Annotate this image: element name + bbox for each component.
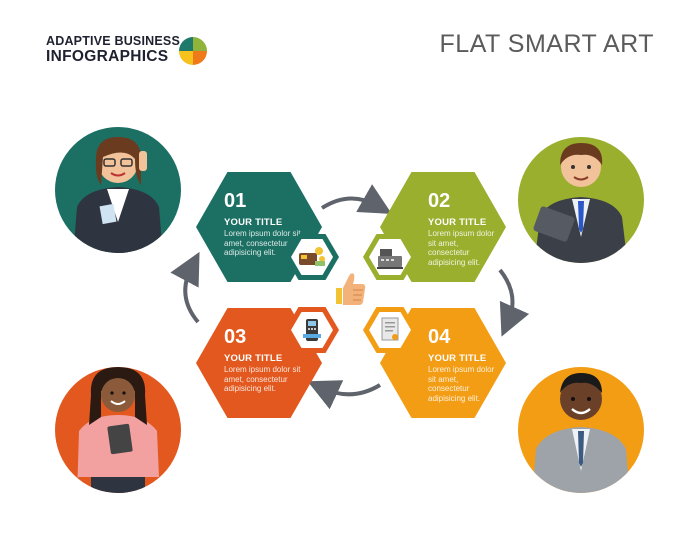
arrow-01-to-02 bbox=[320, 184, 392, 214]
step-1-title: YOUR TITLE bbox=[224, 217, 283, 228]
step-1-body: Lorem ipsum dolor sit amet, consectetur … bbox=[224, 229, 301, 257]
card-terminal-icon bbox=[291, 312, 333, 348]
step-2-number: 02 bbox=[428, 190, 451, 212]
businessman-briefcase-icon bbox=[518, 137, 644, 263]
brand-line-2: INFOGRAPHICS bbox=[46, 48, 169, 65]
step-3-title: YOUR TITLE bbox=[224, 353, 283, 364]
step-2-icon-badge bbox=[363, 234, 417, 280]
header-title: FLAT SMART ART bbox=[439, 30, 654, 58]
document-icon bbox=[369, 312, 411, 348]
step-3-number: 03 bbox=[224, 326, 247, 348]
cash-register-icon bbox=[369, 239, 411, 275]
wallet-money-icon bbox=[291, 239, 333, 275]
arrow-04-to-03 bbox=[307, 380, 382, 410]
step-3-body: Lorem ipsum dolor sit amet, consectetur … bbox=[224, 365, 301, 393]
step-2-body: Lorem ipsum dolor sit amet, consectetur … bbox=[428, 229, 495, 267]
brand-line-1: ADAPTIVE BUSINESS bbox=[46, 34, 180, 48]
thumbs-up-icon bbox=[333, 270, 369, 310]
pie-logo-icon bbox=[178, 36, 208, 66]
step-4-title: YOUR TITLE bbox=[428, 353, 487, 364]
businesswoman-phone-icon bbox=[55, 127, 181, 253]
step-1-number: 01 bbox=[224, 190, 247, 212]
woman-tablet-icon bbox=[55, 367, 181, 493]
step-2-title: YOUR TITLE bbox=[428, 217, 487, 228]
step-4-number: 04 bbox=[428, 326, 451, 348]
businessman-suit-icon bbox=[518, 367, 644, 493]
step-4-body: Lorem ipsum dolor sit amet, consectetur … bbox=[428, 365, 495, 403]
step-4-hexagon: 04 YOUR TITLE Lorem ipsum dolor sit amet… bbox=[380, 308, 506, 418]
arrow-02-to-04 bbox=[498, 268, 530, 337]
arrow-03-to-01 bbox=[170, 251, 200, 324]
